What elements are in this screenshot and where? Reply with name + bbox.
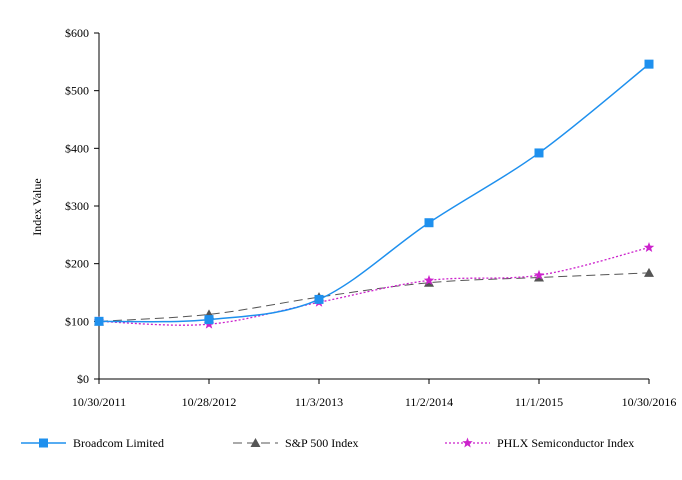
legend-marker xyxy=(462,437,473,448)
legend-label: PHLX Semiconductor Index xyxy=(497,436,634,450)
data-point xyxy=(94,316,104,326)
data-point xyxy=(534,148,544,158)
data-point xyxy=(643,242,655,252)
legend: Broadcom Limited S&P 500 Index PHLX Semico… xyxy=(21,436,634,450)
axes xyxy=(98,33,649,380)
series-line xyxy=(98,246,650,326)
x-axis-ticks: 10/30/2011 10/28/2012 11/3/2013 11/2/2014 11… xyxy=(72,379,676,409)
y-tick-label: $200 xyxy=(65,257,89,271)
data-point xyxy=(533,269,545,280)
x-tick-label: 10/30/2016 xyxy=(622,395,677,409)
y-tick-label: $100 xyxy=(65,314,89,328)
y-tick-label: $0 xyxy=(77,372,89,386)
data-point xyxy=(423,274,435,285)
y-tick-label: $400 xyxy=(65,141,89,155)
data-point xyxy=(424,218,434,228)
legend-label: S&P 500 Index xyxy=(285,436,359,450)
x-tick-label: 10/30/2011 xyxy=(72,395,126,409)
y-tick-label: $300 xyxy=(65,199,89,213)
legend-marker xyxy=(250,438,261,447)
x-tick-label: 10/28/2012 xyxy=(182,395,237,409)
legend-marker xyxy=(39,438,48,448)
data-point xyxy=(204,315,214,325)
legend-label: Broadcom Limited xyxy=(73,436,164,450)
x-tick-label: 11/3/2013 xyxy=(295,395,343,409)
data-point xyxy=(644,267,654,277)
data-point xyxy=(644,59,654,69)
series-group xyxy=(93,59,655,329)
y-tick-label: $600 xyxy=(65,26,89,40)
series-line xyxy=(98,272,650,322)
y-tick-label: $500 xyxy=(65,84,89,98)
y-axis-label: Index Value xyxy=(30,178,44,235)
x-tick-label: 11/1/2015 xyxy=(515,395,563,409)
y-axis-ticks: $0 $100 $200 $300 $400 $500 $600 xyxy=(65,26,99,386)
series-line xyxy=(98,63,650,323)
data-point xyxy=(314,294,324,304)
x-tick-label: 11/2/2014 xyxy=(405,395,453,409)
